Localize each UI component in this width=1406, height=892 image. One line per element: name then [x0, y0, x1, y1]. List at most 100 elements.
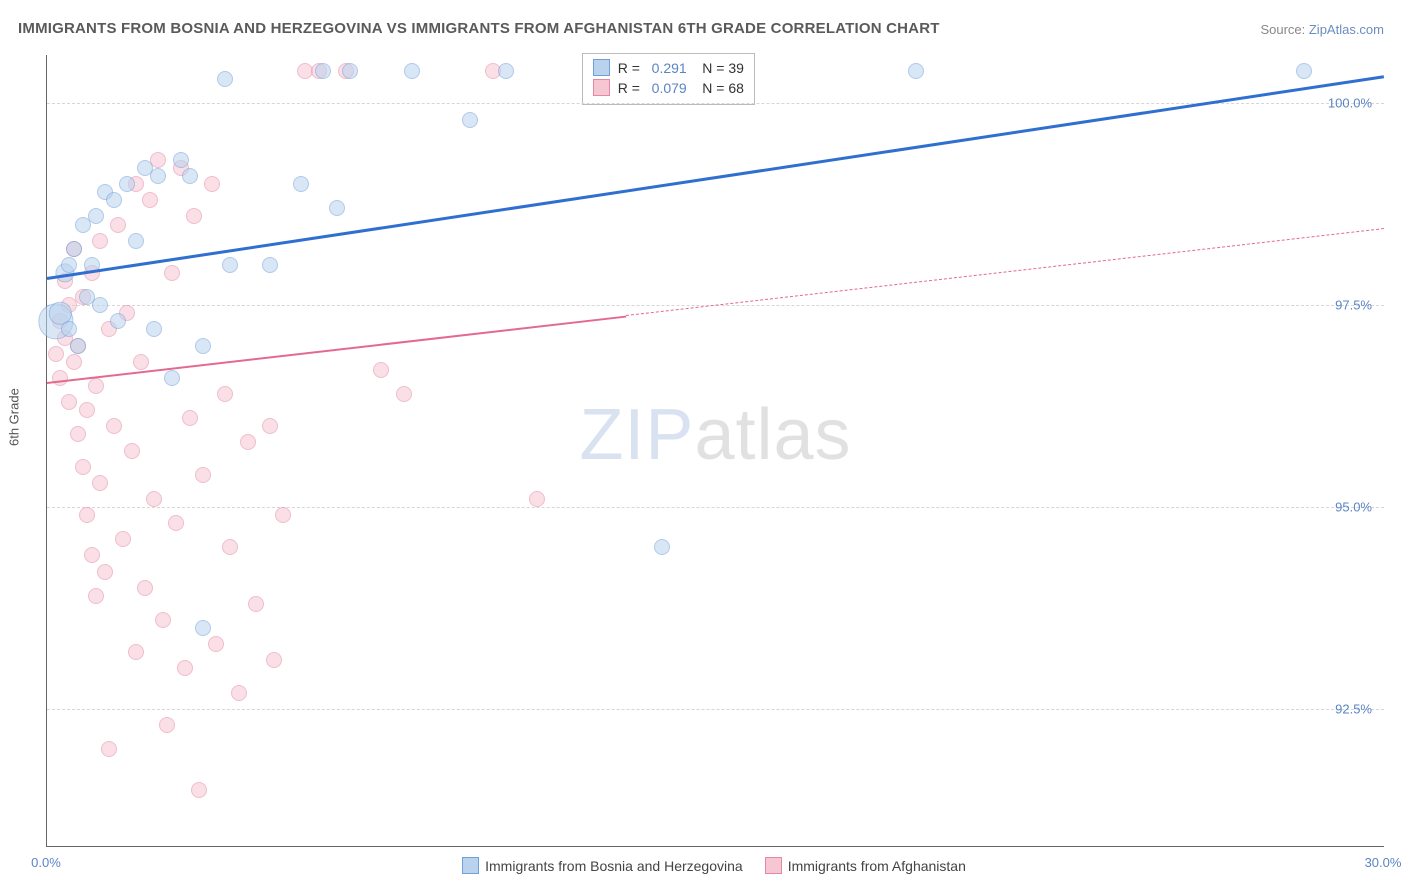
data-point-afghanistan: [191, 782, 207, 798]
data-point-bosnia: [66, 241, 82, 257]
data-point-afghanistan: [137, 580, 153, 596]
data-point-bosnia: [404, 63, 420, 79]
data-point-afghanistan: [146, 491, 162, 507]
data-point-afghanistan: [159, 717, 175, 733]
correlation-row-bosnia: R = 0.291 N = 39: [593, 58, 744, 78]
legend-swatch: [462, 857, 479, 874]
y-tick-label: 95.0%: [1335, 500, 1372, 515]
trend-line: [47, 315, 627, 383]
data-point-afghanistan: [262, 418, 278, 434]
legend-label: Immigrants from Bosnia and Herzegovina: [485, 858, 743, 874]
y-tick-label: 92.5%: [1335, 701, 1372, 716]
data-point-afghanistan: [66, 354, 82, 370]
data-point-bosnia: [217, 71, 233, 87]
data-point-bosnia: [164, 370, 180, 386]
data-point-bosnia: [654, 539, 670, 555]
source-prefix: Source:: [1260, 22, 1308, 37]
legend-label: Immigrants from Afghanistan: [788, 858, 966, 874]
data-point-afghanistan: [529, 491, 545, 507]
data-point-bosnia: [110, 313, 126, 329]
data-point-bosnia: [342, 63, 358, 79]
data-point-afghanistan: [168, 515, 184, 531]
data-point-afghanistan: [396, 386, 412, 402]
data-point-bosnia: [262, 257, 278, 273]
trend-line: [47, 75, 1384, 280]
data-point-bosnia: [462, 112, 478, 128]
data-point-afghanistan: [142, 192, 158, 208]
data-point-afghanistan: [79, 507, 95, 523]
data-point-bosnia: [119, 176, 135, 192]
data-point-afghanistan: [248, 596, 264, 612]
data-point-afghanistan: [240, 434, 256, 450]
legend: Immigrants from Bosnia and Herzegovina Im…: [0, 857, 1406, 874]
data-point-afghanistan: [186, 208, 202, 224]
data-point-afghanistan: [208, 636, 224, 652]
gridline-h: [47, 709, 1384, 710]
data-point-bosnia: [150, 168, 166, 184]
data-point-afghanistan: [88, 588, 104, 604]
data-point-afghanistan: [182, 410, 198, 426]
data-point-bosnia: [70, 338, 86, 354]
data-point-bosnia: [146, 321, 162, 337]
data-point-bosnia: [293, 176, 309, 192]
data-point-bosnia: [329, 200, 345, 216]
data-point-afghanistan: [124, 443, 140, 459]
correlation-box: R = 0.291 N = 39R = 0.079 N = 68: [582, 53, 755, 105]
data-point-afghanistan: [222, 539, 238, 555]
data-point-afghanistan: [133, 354, 149, 370]
data-point-afghanistan: [195, 467, 211, 483]
data-point-afghanistan: [97, 564, 113, 580]
chart-title: IMMIGRANTS FROM BOSNIA AND HERZEGOVINA V…: [18, 20, 940, 37]
y-axis-label: 6th Grade: [7, 388, 22, 446]
data-point-bosnia: [106, 192, 122, 208]
watermark-zip: ZIP: [579, 395, 694, 475]
data-point-bosnia: [128, 233, 144, 249]
data-point-afghanistan: [155, 612, 171, 628]
data-point-bosnia: [92, 297, 108, 313]
y-tick-label: 97.5%: [1335, 298, 1372, 313]
x-tick-label: 0.0%: [31, 855, 61, 870]
legend-swatch: [765, 857, 782, 874]
correlation-row-afghanistan: R = 0.079 N = 68: [593, 78, 744, 98]
data-point-afghanistan: [88, 378, 104, 394]
source-label: Source: ZipAtlas.com: [1260, 22, 1384, 37]
data-point-afghanistan: [275, 507, 291, 523]
data-point-bosnia: [315, 63, 331, 79]
data-point-afghanistan: [48, 346, 64, 362]
data-point-bosnia: [1296, 63, 1312, 79]
data-point-bosnia: [173, 152, 189, 168]
data-point-afghanistan: [79, 402, 95, 418]
data-point-bosnia: [908, 63, 924, 79]
data-point-afghanistan: [92, 233, 108, 249]
data-point-afghanistan: [84, 547, 100, 563]
y-tick-label: 100.0%: [1328, 96, 1372, 111]
data-point-afghanistan: [106, 418, 122, 434]
data-point-afghanistan: [128, 644, 144, 660]
data-point-bosnia: [222, 257, 238, 273]
data-point-bosnia: [195, 620, 211, 636]
watermark-atlas: atlas: [694, 395, 851, 475]
data-point-bosnia: [88, 208, 104, 224]
data-point-bosnia: [182, 168, 198, 184]
data-point-afghanistan: [115, 531, 131, 547]
data-point-afghanistan: [61, 394, 77, 410]
data-point-afghanistan: [70, 426, 86, 442]
data-point-afghanistan: [110, 217, 126, 233]
data-point-afghanistan: [52, 370, 68, 386]
data-point-afghanistan: [177, 660, 193, 676]
gridline-h: [47, 103, 1384, 104]
data-point-afghanistan: [101, 741, 117, 757]
data-point-afghanistan: [92, 475, 108, 491]
source-link[interactable]: ZipAtlas.com: [1309, 22, 1384, 37]
plot-area: ZIPatlas R = 0.291 N = 39R = 0.079 N = 6…: [46, 55, 1384, 847]
data-point-afghanistan: [266, 652, 282, 668]
data-point-afghanistan: [164, 265, 180, 281]
data-point-bosnia: [195, 338, 211, 354]
watermark: ZIPatlas: [579, 394, 851, 476]
data-point-afghanistan: [231, 685, 247, 701]
gridline-h: [47, 507, 1384, 508]
data-point-afghanistan: [217, 386, 233, 402]
trend-line: [626, 229, 1384, 317]
data-point-bosnia: [498, 63, 514, 79]
x-tick-label: 30.0%: [1365, 855, 1402, 870]
